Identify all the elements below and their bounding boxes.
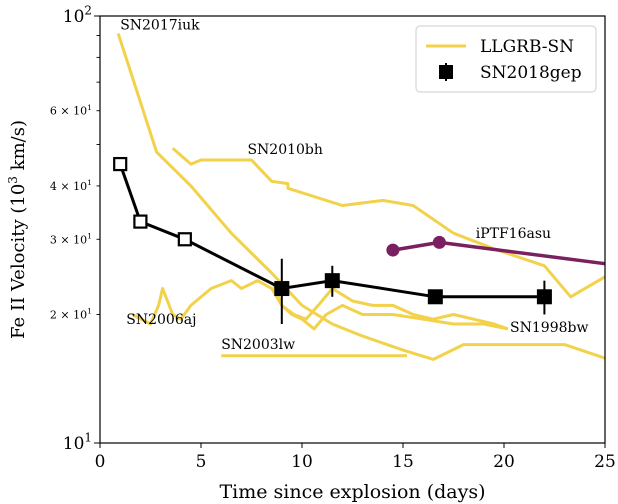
series-line-sn1998bw <box>272 284 509 331</box>
y-minor-tick-label-40: 4 × 101 <box>50 178 92 193</box>
y-minor-tick-label-20: 2 × 101 <box>50 307 92 322</box>
plot-frame <box>99 15 606 444</box>
axis-ticks-layer: 0 5 10 15 20 25 101 102 2 × 101 3 × 101 4 × 101 6 ×… <box>50 3 616 472</box>
marker-sn2018gep-4 <box>324 273 340 289</box>
series-label-iptf16asu: iPTF16asu <box>476 226 551 242</box>
marker-iptf16asu-1 <box>432 235 446 249</box>
x-tick-label-10: 10 <box>291 452 313 472</box>
y-axis-label: Fe II Velocity (103 km/s) <box>6 120 29 339</box>
marker-sn2018gep-6 <box>536 289 552 305</box>
x-tick-label-20: 20 <box>493 452 515 472</box>
marker-sn2018gep-2 <box>177 232 192 247</box>
series-label-sn2017iuk: SN2017iuk <box>120 17 200 33</box>
y-minor-tick-label-60: 6 × 101 <box>50 103 92 118</box>
y-minor-tick-label-30: 3 × 101 <box>50 231 92 246</box>
legend-box <box>415 25 597 93</box>
series-label-sn2003lw: SN2003lw <box>221 337 295 353</box>
x-tick-label-25: 25 <box>594 452 616 472</box>
legend-label-sn2018gep: SN2018gep <box>480 63 582 83</box>
series-line-iptf16asu <box>392 240 606 266</box>
marker-sn2018gep-5 <box>427 289 443 305</box>
legend: LLGRB-SN SN2018gep <box>415 25 597 93</box>
legend-label-llgrb-sn: LLGRB-SN <box>480 37 574 57</box>
series-layer <box>113 33 606 361</box>
x-tick-label-0: 0 <box>95 452 106 472</box>
series-labels-layer: SN2017iuk SN2010bh SN2006aj SN2003lw SN1998b… <box>120 17 588 353</box>
series-line-sn2010bh <box>171 147 606 299</box>
marker-sn2018gep-0 <box>113 156 128 172</box>
x-axis-label: Time since explosion (days) <box>219 481 485 503</box>
marker-iptf16asu-0 <box>386 243 400 257</box>
marker-sn2018gep-1 <box>133 214 148 229</box>
y-major-tick-label-10: 101 <box>63 430 92 454</box>
series-line-sn2017iuk <box>116 33 606 361</box>
y-major-tick-label-100: 102 <box>63 3 92 27</box>
marker-sn2018gep-3 <box>274 281 290 297</box>
legend-swatch-sn2018gep <box>439 65 453 79</box>
series-label-sn2010bh: SN2010bh <box>247 142 322 158</box>
series-label-sn1998bw: SN1998bw <box>510 320 588 336</box>
series-label-sn2006aj: SN2006aj <box>126 312 196 328</box>
x-tick-label-5: 5 <box>196 452 207 472</box>
series-line-sn2006aj <box>131 279 509 331</box>
x-tick-label-15: 15 <box>392 452 414 472</box>
